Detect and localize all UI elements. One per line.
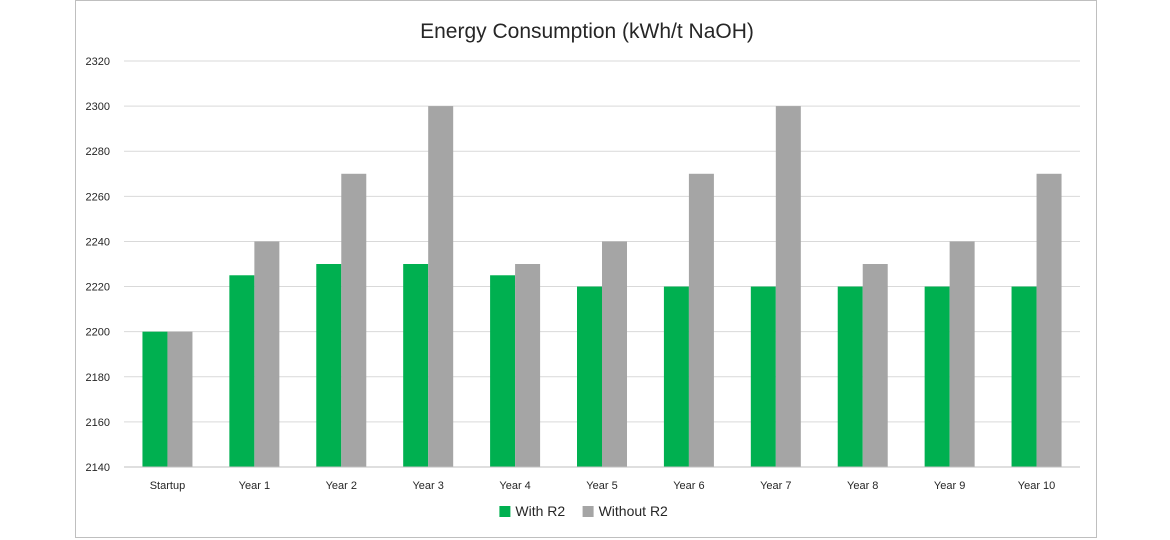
bar-with-r2 [229, 275, 255, 467]
x-tick-label: Year 1 [239, 480, 270, 492]
bar-without-r2 [688, 173, 714, 467]
axes: 2140 2160 2180 2200 2220 2240 2260 2280 2300 2320… [86, 56, 1080, 492]
bar-with-r2 [663, 286, 689, 467]
gridlines [124, 60, 1080, 423]
bar-with-r2 [142, 331, 168, 467]
bar-with-r2 [750, 286, 776, 467]
bar-without-r2 [428, 106, 454, 467]
y-tick-label: 2180 [86, 372, 110, 384]
bars [142, 106, 1062, 467]
bar-without-r2 [775, 106, 801, 467]
x-tick-label: Year 7 [760, 480, 791, 492]
bar-with-r2 [490, 275, 516, 467]
x-tick-label: Year 8 [847, 480, 878, 492]
x-tick-label: Year 6 [673, 480, 704, 492]
y-tick-label: 2160 [86, 417, 110, 429]
y-tick-label: 2220 [86, 282, 110, 294]
bar-without-r2 [949, 241, 975, 467]
x-tick-label: Year 2 [326, 480, 357, 492]
bar-without-r2 [862, 264, 888, 467]
bar-with-r2 [837, 286, 863, 467]
bar-with-r2 [577, 286, 602, 467]
x-tick-label: Startup [150, 480, 185, 492]
legend-label: Without R2 [599, 503, 668, 519]
legend-label: With R2 [515, 503, 565, 519]
bar-with-r2 [316, 264, 342, 467]
bar-without-r2 [515, 264, 541, 467]
y-tick-label: 2260 [86, 191, 110, 203]
bar-without-r2 [602, 241, 627, 467]
bar-without-r2 [167, 331, 193, 467]
bar-with-r2 [1011, 286, 1037, 467]
legend-swatch [582, 506, 594, 517]
x-tick-label: Year 3 [412, 480, 443, 492]
x-tick-label: Year 5 [586, 480, 617, 492]
y-tick-label: 2300 [86, 101, 110, 113]
y-tick-label: 2280 [86, 146, 110, 158]
bar-without-r2 [1036, 173, 1062, 467]
bar-with-r2 [403, 264, 429, 467]
y-tick-label: 2140 [86, 462, 110, 474]
bar-without-r2 [341, 173, 367, 467]
y-tick-label: 2200 [86, 327, 110, 339]
x-tick-label: Year 10 [1018, 480, 1056, 492]
y-tick-label: 2320 [86, 56, 110, 68]
y-tick-label: 2240 [86, 236, 110, 248]
x-tick-label: Year 9 [934, 480, 965, 492]
x-tick-label: Year 4 [499, 480, 530, 492]
bar-with-r2 [924, 286, 950, 467]
bar-without-r2 [254, 241, 280, 467]
legend-swatch [499, 506, 511, 517]
chart-title: Energy Consumption (kWh/t NaOH) [420, 20, 754, 43]
legend: With R2 Without R2 [499, 503, 668, 519]
